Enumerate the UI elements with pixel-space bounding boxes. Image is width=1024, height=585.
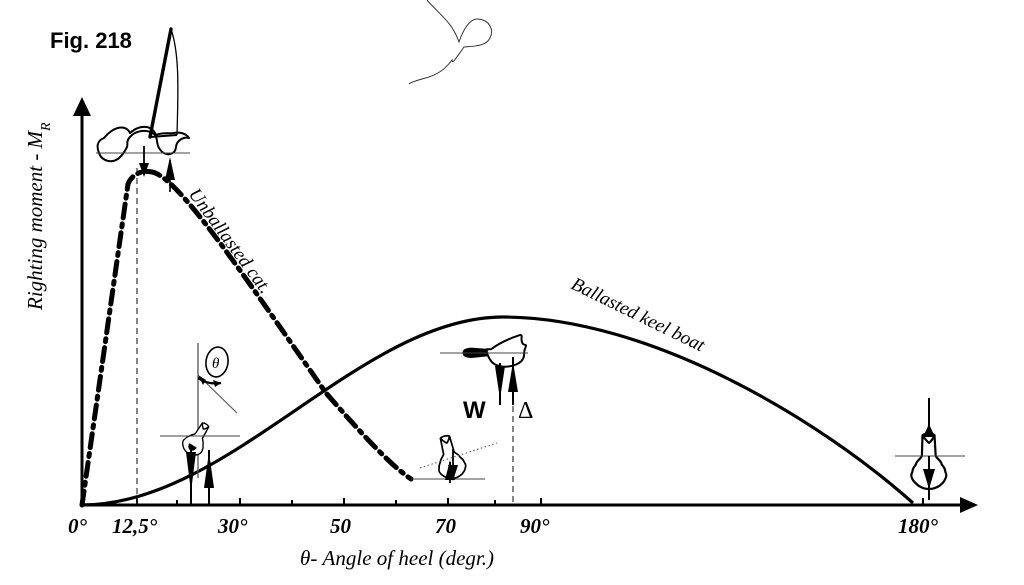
svg-text:90°: 90° bbox=[520, 514, 550, 538]
svg-text:Fig. 218: Fig. 218 bbox=[50, 28, 132, 53]
svg-text:0°: 0° bbox=[68, 514, 88, 538]
svg-text:θ- Angle of heel (degr.): θ- Angle of heel (degr.) bbox=[300, 546, 494, 570]
svg-text:180°: 180° bbox=[898, 514, 939, 538]
svg-text:12,5°: 12,5° bbox=[112, 514, 158, 538]
svg-text:70: 70 bbox=[435, 514, 457, 538]
svg-text:W: W bbox=[463, 397, 486, 424]
svg-text:30°: 30° bbox=[217, 514, 248, 538]
svg-text:50: 50 bbox=[330, 514, 352, 538]
svg-text:Δ: Δ bbox=[518, 398, 533, 424]
svg-text:θ: θ bbox=[212, 356, 220, 372]
